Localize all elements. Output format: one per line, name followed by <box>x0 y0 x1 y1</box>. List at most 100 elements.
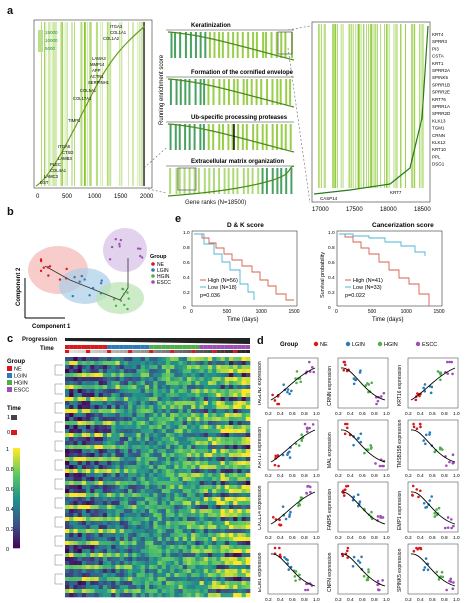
y-tick-label: 0.2 <box>183 290 190 296</box>
heatmap-cell <box>149 385 154 390</box>
heatmap-cell <box>136 361 141 366</box>
heatmap-cell <box>81 541 87 546</box>
expression-point <box>369 444 373 447</box>
heatmap-cell <box>119 581 125 586</box>
heatmap-cell <box>170 481 175 486</box>
heatmap-cell <box>81 537 87 542</box>
x-tick-label: 1000 <box>88 194 102 200</box>
heatmap-cell <box>203 461 209 466</box>
heatmap-cell <box>241 557 247 562</box>
heatmap-cell <box>212 361 217 366</box>
heatmap-cell <box>186 437 192 442</box>
heatmap-cell <box>65 389 70 394</box>
heatmap-cell <box>115 405 120 410</box>
heatmap-cell <box>107 549 112 554</box>
heatmap-cell <box>233 557 238 562</box>
group-bar-cell <box>65 345 70 349</box>
heatmap-cell <box>161 413 167 418</box>
heatmap-cell <box>119 521 125 526</box>
heatmap-cell <box>102 545 108 550</box>
heatmap-cell <box>90 581 95 586</box>
time-bar-cell <box>237 350 242 353</box>
expression-point <box>359 440 363 444</box>
heatmap-cell <box>161 573 167 578</box>
heatmap-cell <box>182 357 188 362</box>
heatmap-cell <box>136 533 141 538</box>
heatmap-cell <box>178 589 184 594</box>
heatmap-cell <box>94 541 99 546</box>
heatmap-cell <box>161 485 167 490</box>
legend-swatch <box>7 366 12 371</box>
heatmap-cell <box>98 409 104 414</box>
heatmap-cell <box>81 513 87 518</box>
time-bar-cell <box>94 350 99 353</box>
heatmap-cell <box>86 421 91 426</box>
heatmap-cell <box>136 405 141 410</box>
heatmap-cell <box>161 401 167 406</box>
heatmap-cell <box>107 513 112 518</box>
heatmap-cell <box>140 465 146 470</box>
heatmap-cell <box>224 425 230 430</box>
heatmap-cell <box>128 573 133 578</box>
heatmap-cell <box>207 365 213 370</box>
heatmap-cell <box>207 449 213 454</box>
heatmap-cell <box>107 473 112 478</box>
heatmap-cell <box>174 481 179 486</box>
heatmap-cell <box>149 501 154 506</box>
heatmap-cell <box>90 453 95 458</box>
heatmap-cell <box>233 577 238 582</box>
time-bar-cell <box>203 350 208 353</box>
heatmap-cell <box>123 441 129 446</box>
heatmap-cell <box>157 513 163 518</box>
heatmap-cell <box>115 369 120 374</box>
heatmap-cell <box>107 373 112 378</box>
heatmap-cell <box>170 373 175 378</box>
expression-point <box>359 432 363 436</box>
heatmap-cell <box>132 449 137 454</box>
heatmap-cell <box>224 377 230 382</box>
legend-swatch <box>151 280 155 284</box>
heatmap-cell <box>157 473 163 478</box>
heatmap-cell <box>69 473 74 478</box>
heatmap-cell <box>111 373 116 378</box>
heatmap-cell <box>123 405 129 410</box>
heatmap-cell <box>165 477 171 482</box>
heatmap-cell <box>241 489 247 494</box>
heatmap-cell <box>207 373 213 378</box>
heatmap-cell <box>123 421 129 426</box>
dendrogram-branch <box>54 573 63 585</box>
heatmap-cell <box>119 549 125 554</box>
heatmap-cell <box>90 537 95 542</box>
heatmap-cell <box>119 505 125 510</box>
survival-xlabel: Time (days) <box>372 317 403 323</box>
heatmap-cell <box>94 393 99 398</box>
heatmap-cell <box>77 537 83 542</box>
heatmap-cell <box>115 473 120 478</box>
heatmap-cell <box>170 457 175 462</box>
heatmap-cell <box>228 589 234 594</box>
heatmap-cell <box>107 381 112 386</box>
heatmap-cell <box>77 445 83 450</box>
heatmap-cell <box>220 405 226 410</box>
heatmap-cell <box>128 481 133 486</box>
heatmap-cell <box>77 401 83 406</box>
heatmap-cell <box>140 457 146 462</box>
heatmap-cell <box>157 485 163 490</box>
heatmap-cell <box>77 457 83 462</box>
heatmap-cell <box>207 537 213 542</box>
heatmap-cell <box>174 421 179 426</box>
heatmap-cell <box>195 521 200 526</box>
heatmap-cell <box>149 557 154 562</box>
heatmap-cell <box>65 537 70 542</box>
expression-point <box>288 515 291 518</box>
heatmap-cell <box>216 485 221 490</box>
heatmap-cell <box>123 457 129 462</box>
expression-point <box>379 395 383 398</box>
colorbar-segment <box>13 478 20 481</box>
heatmap-cell <box>174 529 179 534</box>
heatmap-cell <box>212 389 217 394</box>
heatmap-cell <box>245 525 251 530</box>
x-tick-label: 0.4 <box>417 535 424 541</box>
heatmap-cell <box>157 413 163 418</box>
heatmap-cell <box>81 445 87 450</box>
